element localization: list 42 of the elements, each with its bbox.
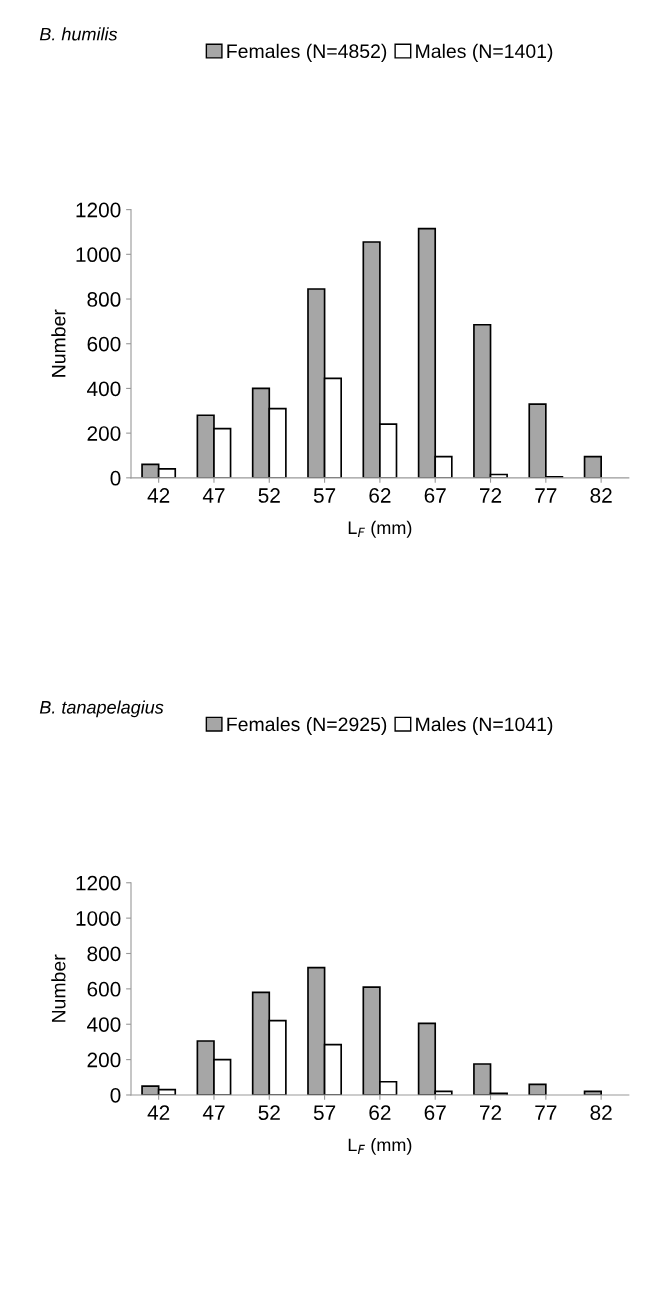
y-tick-label: 200 — [87, 426, 121, 441]
legend-label: Females (N=2925) — [227, 716, 387, 736]
x-tick-label: 57 — [313, 488, 336, 503]
y-tick-label: 0 — [110, 1087, 121, 1103]
y-axis-title: Number — [51, 954, 66, 1022]
x-tick-label: 57 — [313, 1105, 336, 1121]
y-tick-label: 800 — [87, 946, 121, 962]
x-tick-label: 72 — [480, 488, 502, 503]
y-tick-label: 1200 — [76, 202, 121, 218]
y-tick-label: 600 — [87, 336, 121, 352]
x-tick-label: 52 — [258, 1105, 280, 1121]
y-tick-label: 400 — [87, 381, 121, 397]
legend-label: Males (N=1401) — [416, 43, 553, 62]
y-tick-label: 400 — [87, 1017, 121, 1032]
chart-title: B. tanapelagius — [39, 700, 164, 718]
y-tick-label: 200 — [87, 1052, 121, 1068]
x-tick-label: 82 — [590, 488, 612, 503]
y-tick-label: 1000 — [76, 911, 121, 926]
y-tick-label: 600 — [87, 981, 121, 997]
x-tick-label: 47 — [202, 488, 225, 503]
x-axis-title: L$_{F}$ (mm) — [348, 1138, 412, 1155]
x-tick-label: 47 — [202, 1105, 225, 1120]
legend-label: Males (N=1041) — [416, 716, 553, 736]
x-tick-label: 67 — [424, 1105, 446, 1121]
y-tick-label: 800 — [87, 292, 121, 307]
chart-title: B. humilis — [39, 27, 118, 41]
y-tick-label: 1000 — [76, 247, 121, 263]
y-tick-label: 0 — [110, 470, 121, 486]
x-tick-label: 82 — [590, 1105, 612, 1121]
x-tick-label: 72 — [480, 1105, 502, 1120]
x-tick-label: 77 — [535, 1105, 557, 1120]
y-axis-title: Number — [51, 309, 66, 377]
x-tick-label: 42 — [147, 488, 170, 503]
x-tick-label: 62 — [369, 488, 391, 503]
x-tick-label: 42 — [147, 1105, 170, 1120]
x-tick-label: 52 — [258, 488, 280, 503]
legend-label: Females (N=4852) — [227, 43, 387, 62]
x-tick-label: 67 — [424, 488, 446, 503]
x-axis-title: L$_{F}$ (mm) — [348, 520, 412, 538]
x-tick-label: 77 — [535, 488, 557, 503]
x-tick-label: 62 — [369, 1105, 391, 1121]
y-tick-label: 1200 — [76, 875, 121, 891]
